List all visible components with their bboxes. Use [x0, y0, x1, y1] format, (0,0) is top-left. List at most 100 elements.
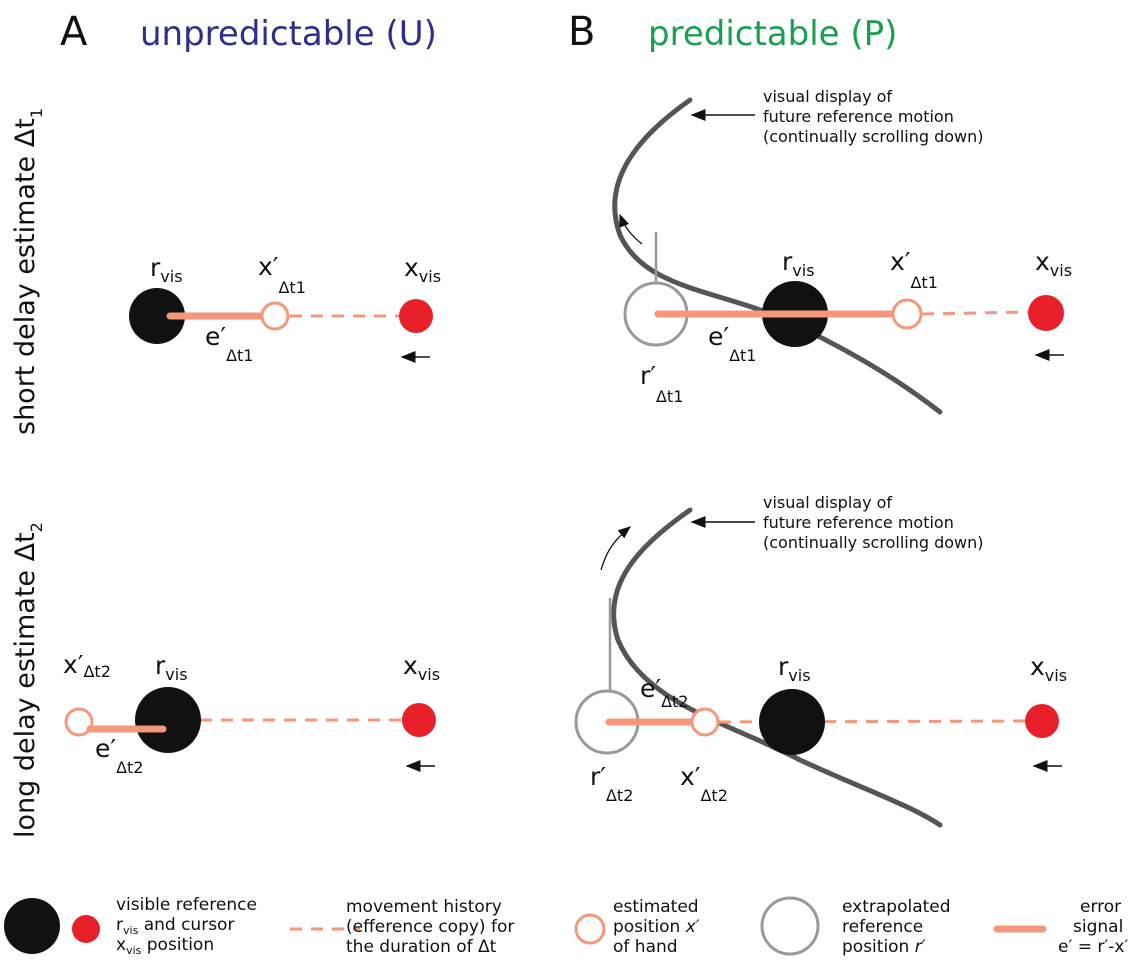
label: rvis: [778, 652, 811, 685]
label: x′Δt2: [63, 650, 111, 681]
label: x′Δt1: [258, 252, 306, 297]
legend-text: position x′: [613, 917, 700, 937]
legend-cursor-dot: [72, 915, 100, 943]
label-sub: Δt2: [661, 692, 688, 711]
legend-text: estimated: [613, 897, 699, 917]
label-main: r: [778, 652, 789, 681]
annotation: (continually scrolling down): [763, 533, 984, 552]
label-main: x′: [63, 650, 84, 679]
legend-text: position r′: [842, 937, 926, 957]
label: x′Δt1: [890, 247, 938, 292]
legend-reference-dot: [4, 898, 60, 954]
label: rvis: [150, 253, 183, 286]
label-main: e′: [95, 734, 116, 763]
legend-sub: vis: [126, 944, 142, 957]
legend-symbol: x′: [685, 917, 700, 937]
legend-estimate-circle: [574, 913, 606, 945]
estimate-circle: [891, 298, 923, 330]
legend-text: (efference copy) for: [346, 917, 514, 937]
label: xvis: [404, 253, 441, 286]
label-sub: Δt1: [656, 387, 683, 406]
panel-title: unpredictable (U): [140, 14, 437, 54]
label: e′Δt1: [205, 322, 253, 365]
label: e′Δt2: [95, 734, 143, 777]
label-sub: Δt1: [278, 278, 305, 297]
label-main: r: [782, 247, 793, 276]
arrow: [600, 526, 632, 571]
cursor-dot: [1025, 704, 1059, 738]
label: rvis: [155, 651, 188, 684]
label-sub: vis: [418, 665, 440, 684]
label-sub: Δt2: [116, 758, 143, 777]
label-main: e′: [205, 322, 226, 351]
label-main: x′: [890, 247, 911, 276]
annotation: (continually scrolling down): [763, 127, 984, 146]
cell-b1: visual display of future reference motio…: [612, 87, 1072, 415]
label-sub: vis: [792, 261, 814, 280]
estimate-circle: [64, 707, 94, 737]
legend-text: movement history: [346, 897, 502, 917]
label-sub: vis: [1050, 261, 1072, 280]
legend-text: extrapolated: [842, 897, 951, 917]
legend-text-part: and cursor: [138, 915, 234, 935]
estimate-circle: [690, 707, 720, 737]
label-main: r′: [590, 762, 606, 791]
legend: visible reference rvis and cursor xvis p…: [4, 895, 1128, 957]
cell-b2: visual display of future reference motio…: [574, 493, 1067, 828]
label-main: x: [403, 651, 418, 680]
label: r′Δt1: [640, 361, 683, 406]
arrow: [619, 213, 643, 245]
estimate-circle: [260, 301, 290, 331]
legend-text: the duration of Δt: [346, 937, 497, 957]
legend-symbol: r: [116, 915, 123, 935]
row-label: long delay estimate Δt2: [10, 522, 46, 838]
legend-text: of hand: [613, 937, 678, 957]
cell-a2: x′Δt2 rvis xvis e′Δt2: [63, 650, 440, 777]
label-sub: vis: [160, 267, 182, 286]
reference-dot: [135, 687, 201, 753]
label-sub: vis: [788, 666, 810, 685]
label-main: x′: [680, 762, 701, 791]
label: xvis: [1030, 652, 1067, 685]
label-sub: Δt2: [83, 662, 110, 681]
label-sub: Δt1: [910, 273, 937, 292]
label-sub: Δt1: [226, 346, 253, 365]
annotation: visual display of: [763, 493, 892, 512]
row-label: short delay estimate Δt1: [10, 108, 46, 435]
reference-dot: [129, 288, 185, 344]
cell-a1: rvis x′Δt1 xvis e′Δt1: [129, 252, 441, 365]
legend-text: signal: [1073, 917, 1123, 937]
legend-text: visible reference: [116, 895, 257, 915]
panel-letter: A: [60, 9, 88, 55]
label-sub: Δt1: [729, 346, 756, 365]
label-main: x: [1030, 652, 1045, 681]
trajectory-curve: [612, 97, 943, 415]
label-main: x: [1035, 247, 1050, 276]
label-sub: vis: [165, 665, 187, 684]
legend-extrapolated-circle: [760, 896, 820, 956]
label-main: r: [150, 253, 161, 282]
legend-text: error: [1080, 897, 1121, 917]
label-sub: vis: [1045, 666, 1067, 685]
history-line: [921, 310, 1029, 316]
row-label-sub: 2: [27, 522, 46, 532]
reference-dot: [759, 689, 825, 755]
panel-letter: B: [568, 9, 595, 55]
legend-symbol: r′: [915, 937, 926, 957]
annotation: future reference motion: [763, 107, 954, 126]
row-label-text: short delay estimate Δt: [10, 118, 41, 435]
cursor-dot: [1028, 295, 1064, 331]
label: x′Δt2: [680, 762, 728, 805]
label: xvis: [403, 651, 440, 684]
label: e′Δt2: [640, 674, 688, 711]
legend-symbol: x: [116, 935, 126, 955]
label-sub: vis: [419, 267, 441, 286]
legend-text-part: position: [141, 935, 214, 955]
label: e′Δt1: [708, 322, 756, 365]
annotation: visual display of: [763, 87, 892, 106]
trajectory-curve: [611, 507, 943, 828]
legend-text: reference: [842, 917, 923, 937]
legend-text-part: position: [842, 937, 915, 957]
label-sub: Δt2: [700, 786, 727, 805]
